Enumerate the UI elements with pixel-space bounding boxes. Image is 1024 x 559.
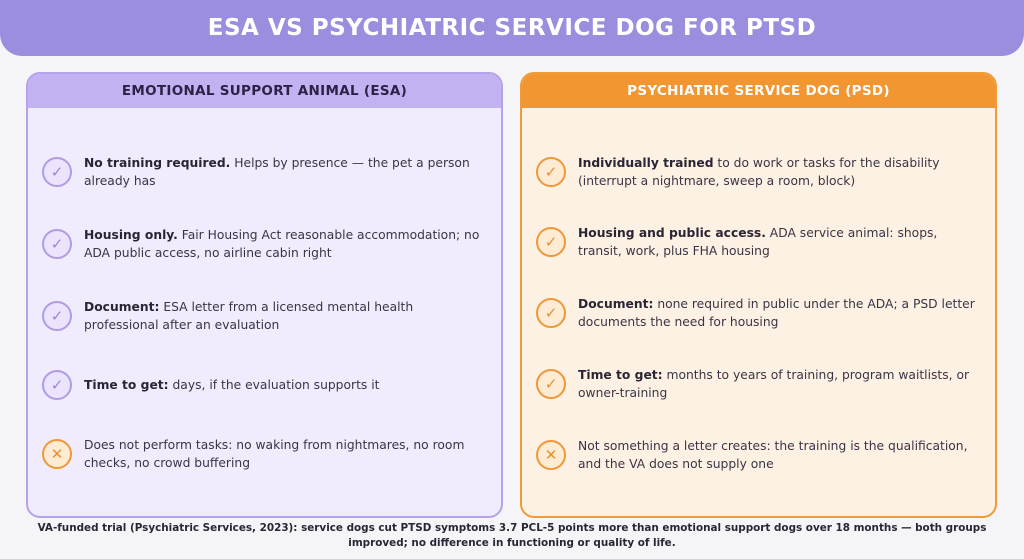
psd-item-training: ✓ Individually trained to do work or tas… — [536, 154, 981, 190]
psd-item-text: Not something a letter creates: the trai… — [578, 439, 968, 471]
esa-item-housing: ✓ Housing only. Fair Housing Act reasona… — [42, 226, 487, 262]
psd-item-text: Time to get: months to years of training… — [578, 368, 970, 400]
psd-item-letter: ✕ Not something a letter creates: the tr… — [536, 437, 981, 473]
psd-item-text: Housing and public access. ADA service a… — [578, 226, 938, 258]
esa-item-document: ✓ Document: ESA letter from a licensed m… — [42, 298, 487, 334]
psd-item-text: Document: none required in public under … — [578, 297, 975, 329]
check-icon: ✓ — [42, 301, 72, 331]
check-icon: ✓ — [536, 227, 566, 257]
psd-item-access: ✓ Housing and public access. ADA service… — [536, 224, 981, 260]
esa-item-text: Time to get: days, if the evaluation sup… — [84, 378, 380, 392]
psd-item-text: Individually trained to do work or tasks… — [578, 156, 940, 188]
esa-item-time: ✓ Time to get: days, if the evaluation s… — [42, 370, 487, 400]
footnote: VA-funded trial (Psychiatric Services, 2… — [37, 522, 987, 549]
page-title: ESA VS PSYCHIATRIC SERVICE DOG FOR PTSD — [207, 15, 817, 41]
esa-panel: EMOTIONAL SUPPORT ANIMAL (ESA) ✓ No trai… — [26, 72, 503, 518]
title-banner: ESA VS PSYCHIATRIC SERVICE DOG FOR PTSD — [0, 0, 1024, 56]
esa-item-text: Housing only. Fair Housing Act reasonabl… — [84, 228, 480, 260]
cross-icon: ✕ — [42, 439, 72, 469]
esa-item-tasks: ✕ Does not perform tasks: no waking from… — [42, 436, 487, 472]
check-icon: ✓ — [42, 370, 72, 400]
check-icon: ✓ — [536, 369, 566, 399]
check-icon: ✓ — [536, 298, 566, 328]
cross-icon: ✕ — [536, 440, 566, 470]
esa-item-text: Document: ESA letter from a licensed men… — [84, 300, 414, 332]
check-icon: ✓ — [42, 157, 72, 187]
esa-item-text: No training required. Helps by presence … — [84, 156, 470, 188]
psd-panel: PSYCHIATRIC SERVICE DOG (PSD) ✓ Individu… — [520, 72, 997, 518]
esa-panel-heading: EMOTIONAL SUPPORT ANIMAL (ESA) — [28, 74, 501, 108]
psd-item-time: ✓ Time to get: months to years of traini… — [536, 366, 981, 402]
check-icon: ✓ — [536, 157, 566, 187]
psd-item-document: ✓ Document: none required in public unde… — [536, 295, 981, 331]
esa-item-text: Does not perform tasks: no waking from n… — [84, 438, 465, 470]
esa-item-training: ✓ No training required. Helps by presenc… — [42, 154, 487, 190]
check-icon: ✓ — [42, 229, 72, 259]
psd-panel-heading: PSYCHIATRIC SERVICE DOG (PSD) — [522, 74, 995, 108]
